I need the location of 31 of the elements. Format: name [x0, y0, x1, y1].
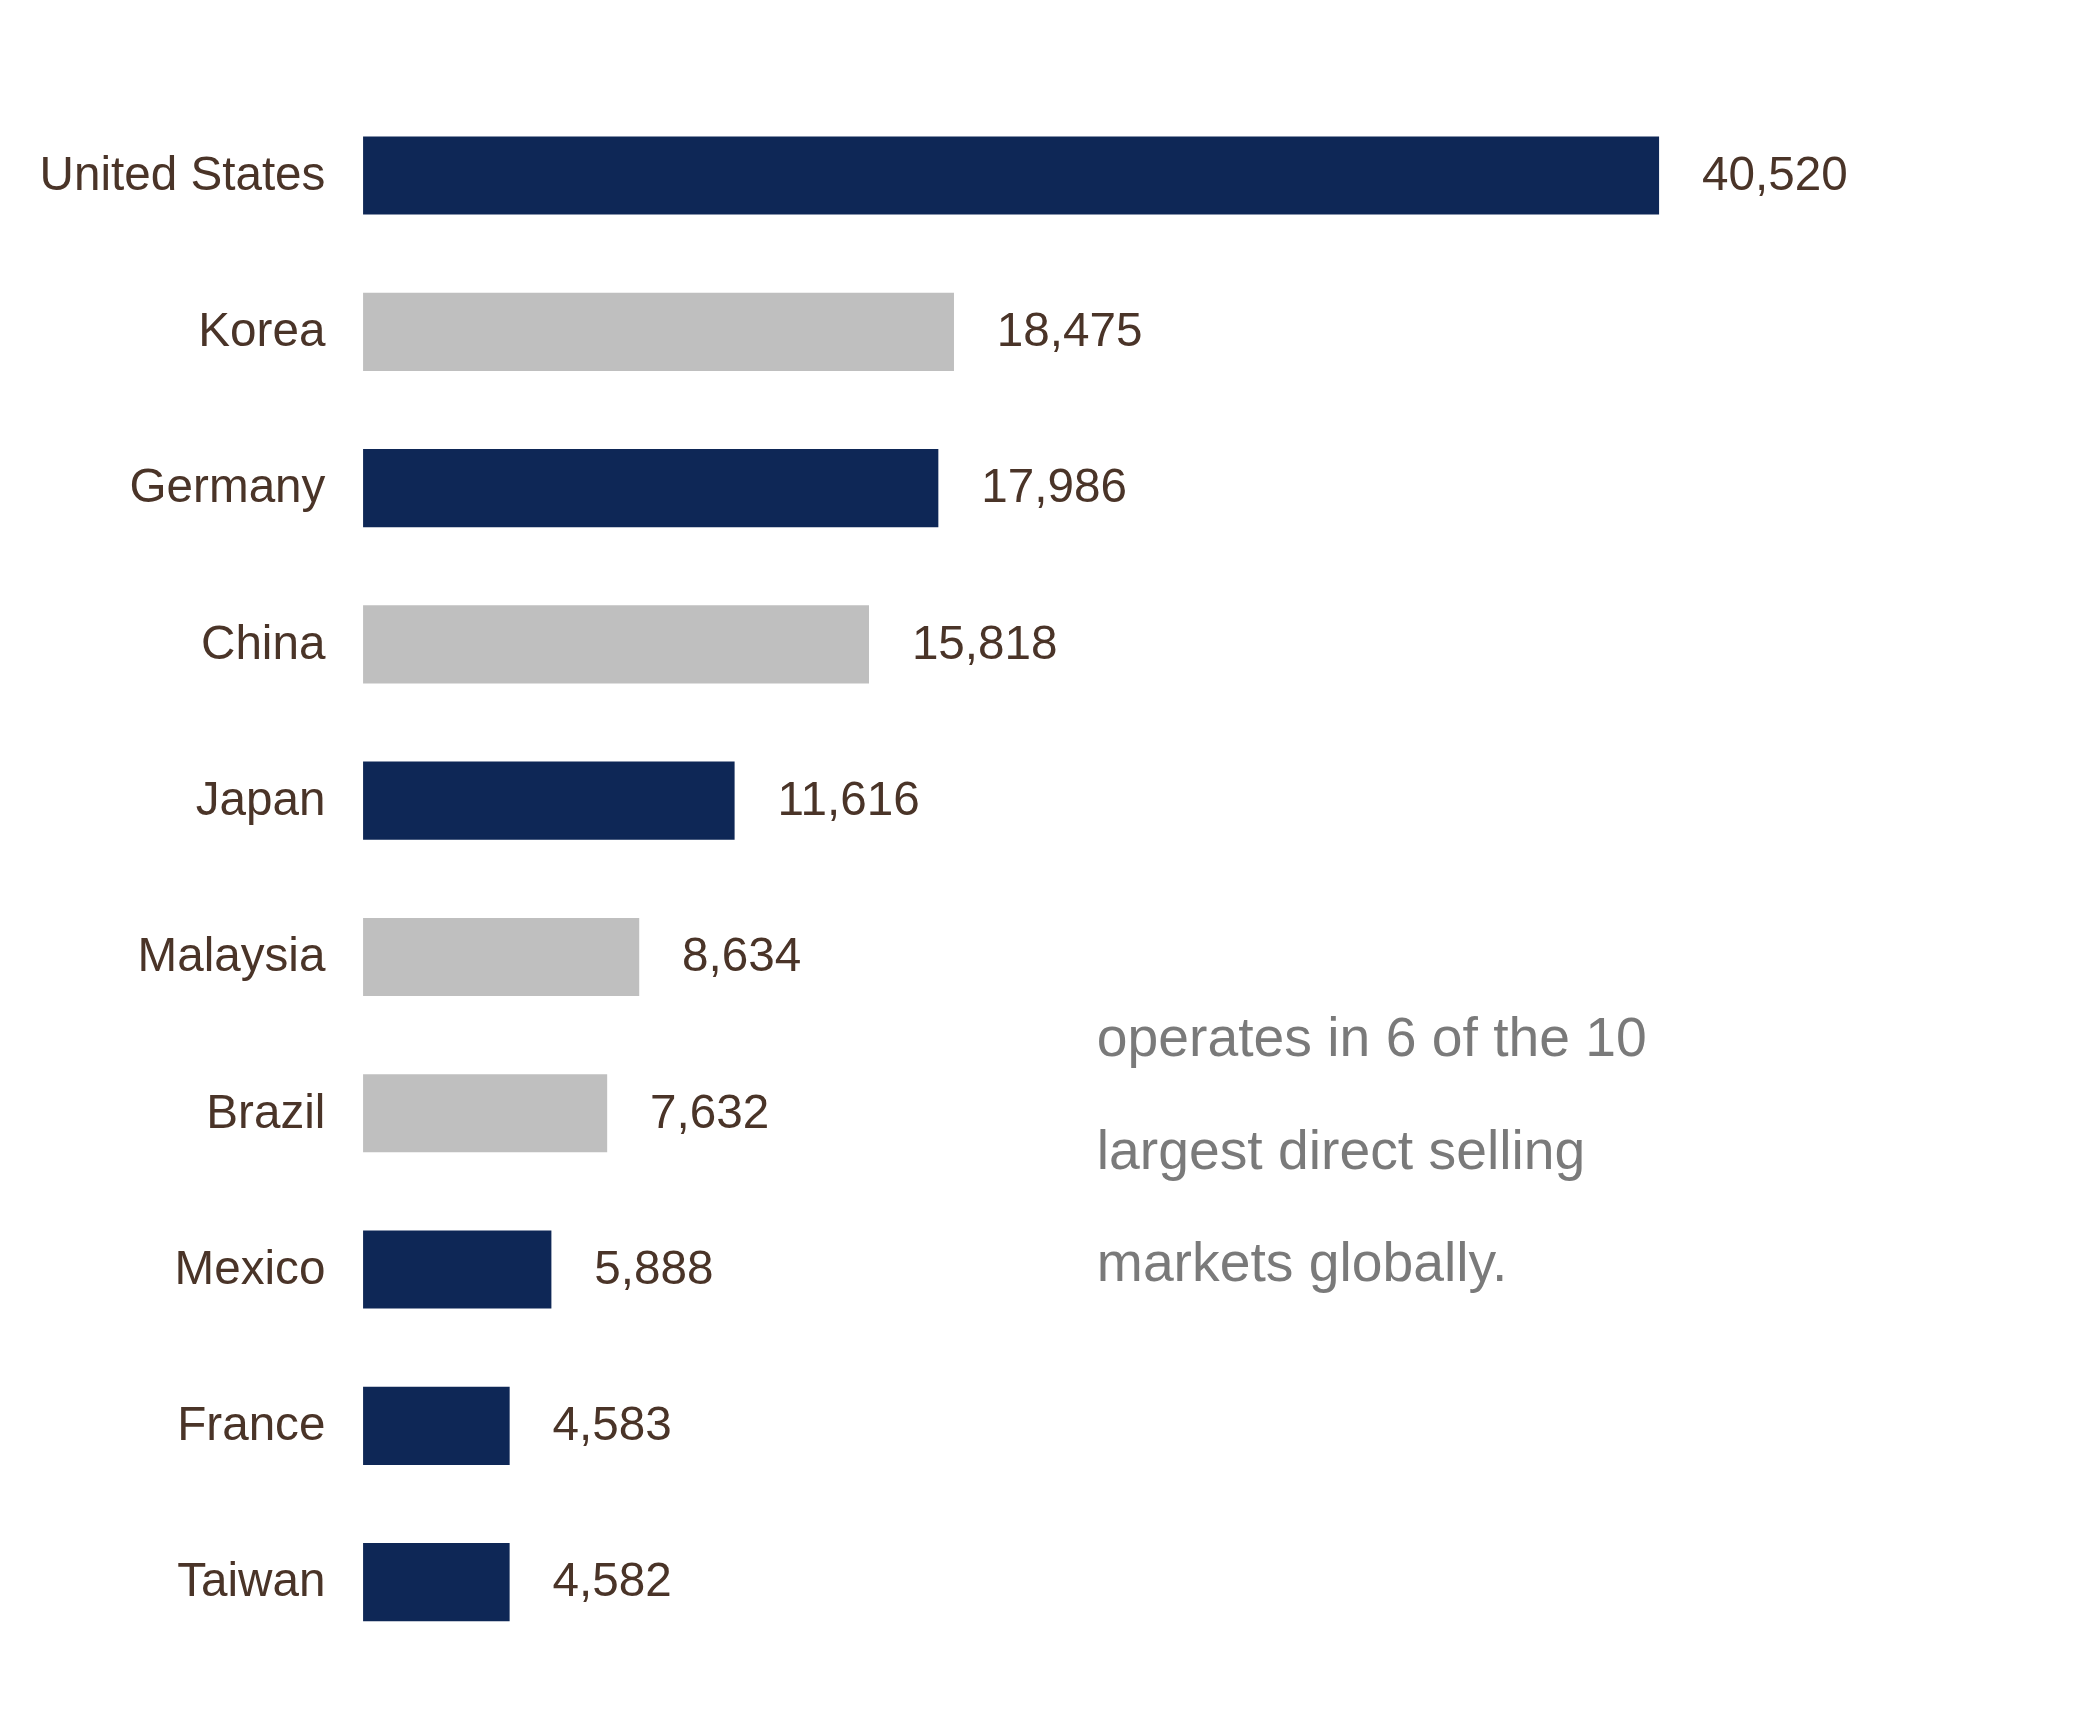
bar: [363, 449, 939, 528]
y-tick-label: United States: [39, 146, 326, 200]
y-tick-label: Germany: [129, 459, 326, 513]
data-label: 40,520: [1701, 146, 1848, 200]
bar: [363, 1230, 552, 1309]
data-label: 15,818: [911, 615, 1058, 669]
bar: [363, 605, 869, 684]
data-label: 11,616: [777, 771, 920, 825]
data-label: 18,475: [996, 303, 1143, 357]
bar: [363, 1543, 510, 1622]
bar: [363, 1074, 608, 1153]
y-tick-label: Brazil: [206, 1084, 326, 1138]
bar: [363, 1386, 510, 1465]
data-label: 17,986: [981, 459, 1127, 513]
y-tick-label: Malaysia: [137, 928, 326, 982]
bar: [363, 292, 954, 371]
y-tick-label: Taiwan: [177, 1553, 326, 1607]
annotation: operates in 6 of the 10 largest direct selling markets globally.: [1096, 1006, 1647, 1293]
data-label: 4,583: [552, 1397, 672, 1451]
y-tick-label: Japan: [195, 771, 326, 825]
y-tick-label: France: [177, 1397, 326, 1451]
data-label: 4,582: [552, 1553, 672, 1607]
bar: [363, 136, 1660, 215]
y-tick-label: Mexico: [174, 1240, 326, 1294]
data-label: 5,888: [594, 1240, 714, 1294]
data-label: 7,632: [650, 1084, 770, 1138]
y-tick-label: Korea: [198, 303, 326, 357]
y-tick-label: China: [200, 615, 326, 669]
bar: [363, 761, 735, 840]
bar: [363, 917, 640, 997]
data-label: 8,634: [682, 928, 802, 982]
